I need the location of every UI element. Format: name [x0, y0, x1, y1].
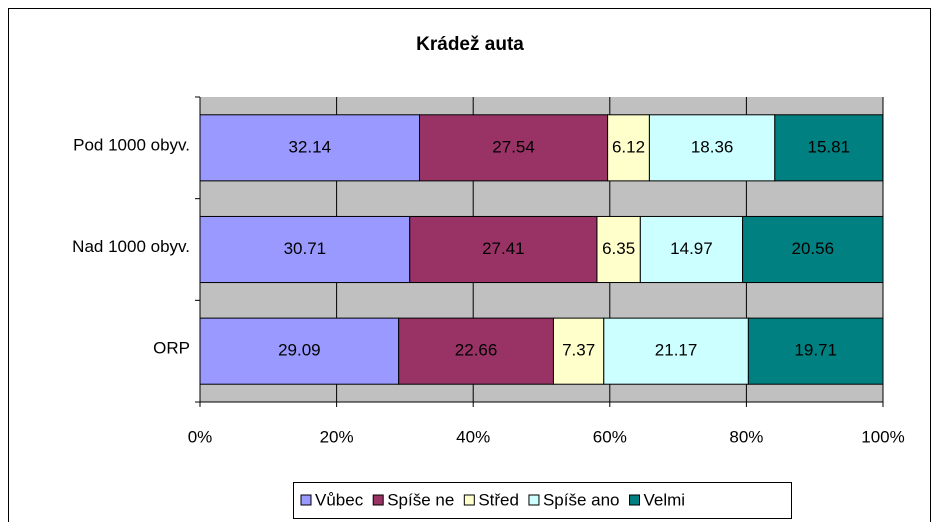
x-tick-label: 0% — [188, 427, 213, 446]
bar-segment — [199, 215, 411, 284]
bar-segment — [596, 215, 641, 284]
data-label: 22.66 — [455, 341, 498, 360]
bar-segment — [774, 114, 884, 182]
legend-marker — [528, 494, 540, 506]
data-label: 29.09 — [278, 341, 321, 360]
data-label: 18.36 — [691, 137, 734, 156]
bar-segment — [199, 114, 421, 182]
x-tick-label: 100% — [861, 427, 904, 446]
chart-title: Krádež auta — [416, 34, 524, 55]
legend-marker — [629, 494, 641, 506]
bar-segment — [603, 317, 749, 385]
legend-label: Vůbec — [315, 490, 364, 509]
data-label: 21.17 — [655, 341, 698, 360]
legend-label: Spíše ano — [543, 490, 620, 509]
x-tick-label: 80% — [729, 427, 763, 446]
bar-segment — [398, 317, 554, 385]
bar-segment — [409, 215, 598, 284]
data-label: 14.97 — [670, 239, 713, 258]
data-label: 6.35 — [602, 239, 635, 258]
legend-marker — [372, 494, 384, 506]
bar-segment — [648, 114, 776, 182]
x-tick-label: 60% — [593, 427, 627, 446]
y-tick-label: ORP — [153, 339, 190, 358]
bar-segment — [552, 317, 605, 385]
legend-label: Spíše ne — [387, 490, 454, 509]
data-label: 19.71 — [794, 341, 837, 360]
data-label: 6.12 — [612, 137, 645, 156]
legend-marker — [463, 494, 475, 506]
legend-label: Velmi — [644, 490, 686, 509]
data-label: 27.41 — [482, 239, 525, 258]
data-label: 7.37 — [562, 341, 595, 360]
data-label: 32.14 — [288, 137, 331, 156]
bar-segment — [747, 317, 884, 385]
bar-segment — [199, 317, 400, 385]
x-tick-label: 20% — [320, 427, 354, 446]
data-label: 15.81 — [808, 137, 851, 156]
data-label: 30.71 — [284, 239, 327, 258]
data-label: 27.54 — [492, 137, 535, 156]
bar-segment — [419, 114, 609, 182]
y-tick-label: Nad 1000 obyv. — [72, 237, 190, 256]
legend-marker — [300, 494, 312, 506]
legend-label: Střed — [478, 490, 519, 509]
bar-segment — [607, 114, 650, 182]
bar-segment — [639, 215, 744, 284]
y-tick-label: Pod 1000 obyv. — [73, 135, 190, 154]
data-label: 20.56 — [792, 239, 835, 258]
bar-segment — [742, 215, 884, 284]
x-tick-label: 40% — [456, 427, 490, 446]
